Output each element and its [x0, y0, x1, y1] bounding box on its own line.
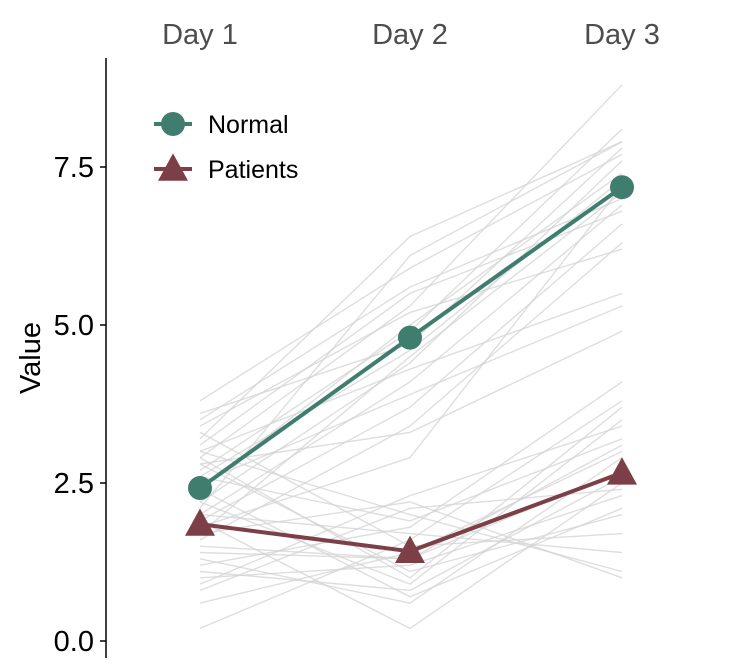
individual-line — [199, 153, 623, 402]
individual-line — [199, 406, 623, 579]
y-tick-label: 2.5 — [54, 468, 94, 500]
normal-point — [188, 476, 212, 501]
normal-point — [610, 175, 634, 200]
patients-point — [395, 535, 425, 563]
individual-line — [199, 431, 623, 547]
legend: Normal Patients — [154, 111, 298, 184]
individual-line — [199, 305, 623, 484]
individual-line — [199, 438, 623, 522]
individual-line — [199, 248, 623, 427]
patients-point — [607, 457, 637, 485]
patients-legend-label: Patients — [208, 156, 298, 184]
individual-line — [199, 141, 623, 440]
individual-line — [199, 185, 623, 528]
individual-line — [199, 381, 623, 566]
individual-line — [199, 476, 623, 592]
patients-legend-marker — [158, 153, 188, 181]
y-axis-title: Value — [15, 322, 47, 394]
individual-line — [199, 84, 623, 459]
normal-legend-label: Normal — [208, 111, 289, 139]
individual-line — [199, 223, 623, 522]
individual-line — [199, 457, 623, 604]
individual-line — [199, 242, 623, 541]
individual-line — [199, 172, 623, 490]
x-axis-category-labels: Day 1 Day 2 Day 3 — [162, 19, 660, 51]
individual-line — [199, 419, 623, 585]
y-tick-label: 7.5 — [54, 152, 94, 184]
individual-line — [199, 488, 623, 598]
patients-point — [185, 508, 215, 536]
x-category-label: Day 3 — [584, 19, 660, 51]
normal-point — [398, 325, 422, 350]
individual-lines-layer — [199, 84, 623, 630]
series-layer — [185, 175, 637, 563]
y-tick-label: 0.0 — [54, 626, 94, 658]
individual-line — [199, 513, 623, 554]
y-tick-label: 5.0 — [54, 310, 94, 342]
normal-legend-marker — [161, 112, 185, 136]
individual-line — [199, 191, 623, 535]
individual-line — [199, 463, 623, 573]
individual-line — [199, 488, 623, 592]
individual-line — [199, 197, 623, 421]
x-category-label: Day 2 — [372, 19, 448, 51]
individual-line — [199, 501, 623, 579]
x-category-label: Day 1 — [162, 19, 238, 51]
individual-line — [199, 482, 623, 630]
y-axis-ticks: 0.0 2.5 5.0 7.5 — [54, 152, 106, 658]
